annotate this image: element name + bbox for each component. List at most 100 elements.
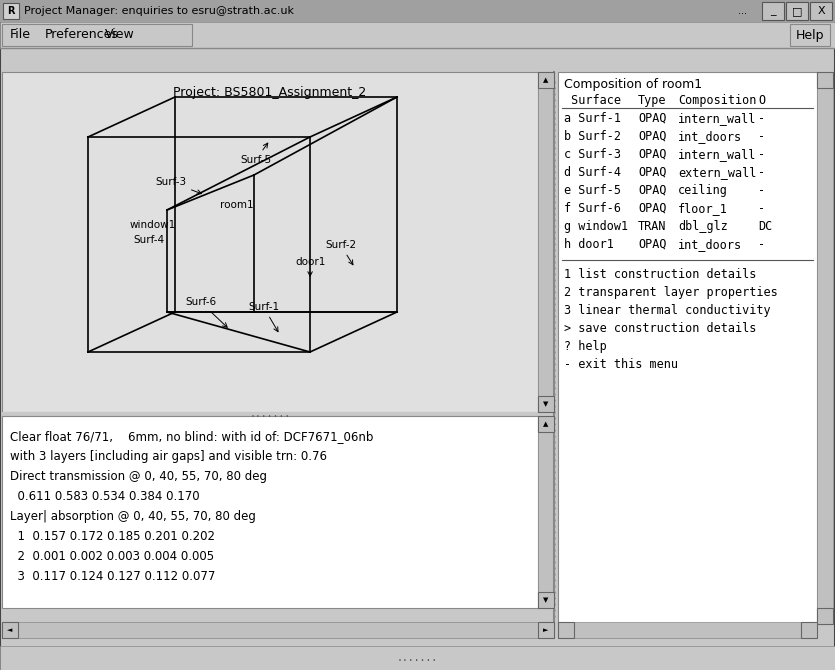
- Text: g window1: g window1: [564, 220, 628, 233]
- Text: ◄: ◄: [8, 627, 13, 633]
- Text: _: _: [770, 6, 776, 16]
- Bar: [538, 416, 554, 608]
- Text: 2  0.001 0.002 0.003 0.004 0.005: 2 0.001 0.002 0.003 0.004 0.005: [10, 550, 214, 563]
- Text: extern_wall: extern_wall: [678, 166, 757, 179]
- Bar: [786, 2, 808, 20]
- Bar: [2, 24, 192, 46]
- Text: Clear float 76/71,    6mm, no blind: with id of: DCF7671_06nb: Clear float 76/71, 6mm, no blind: with i…: [10, 430, 373, 443]
- Text: e Surf-5: e Surf-5: [564, 184, 621, 197]
- Text: intern_wall: intern_wall: [678, 112, 757, 125]
- Text: ▲: ▲: [544, 421, 549, 427]
- Text: ▲: ▲: [544, 77, 549, 83]
- Text: Project: BS5801_Assignment_2: Project: BS5801_Assignment_2: [174, 86, 367, 99]
- Text: 3 linear thermal conductivity: 3 linear thermal conductivity: [564, 304, 771, 317]
- Text: door1: door1: [295, 257, 326, 276]
- Bar: [538, 72, 554, 88]
- Text: OPAQ: OPAQ: [638, 166, 666, 179]
- Text: -: -: [758, 130, 765, 143]
- Bar: [2, 622, 554, 638]
- Text: Layer| absorption @ 0, 40, 55, 70, 80 deg: Layer| absorption @ 0, 40, 55, 70, 80 de…: [10, 510, 256, 523]
- Bar: [558, 622, 574, 638]
- Text: .......: .......: [250, 409, 291, 419]
- Text: Surf-3: Surf-3: [155, 177, 201, 194]
- Text: Surf-6: Surf-6: [185, 297, 227, 328]
- Text: floor_1: floor_1: [678, 202, 728, 215]
- Text: -: -: [758, 112, 765, 125]
- Text: int_doors: int_doors: [678, 238, 742, 251]
- Bar: [810, 2, 832, 20]
- Text: 0.611 0.583 0.534 0.384 0.170: 0.611 0.583 0.534 0.384 0.170: [10, 490, 200, 503]
- Text: -: -: [758, 148, 765, 161]
- Text: OPAQ: OPAQ: [638, 130, 666, 143]
- Text: -: -: [758, 202, 765, 215]
- Text: with 3 layers [including air gaps] and visible trn: 0.76: with 3 layers [including air gaps] and v…: [10, 450, 327, 463]
- Bar: [538, 416, 554, 432]
- Bar: [801, 622, 817, 638]
- Text: O: O: [758, 94, 765, 107]
- Text: Help: Help: [796, 29, 824, 42]
- Text: 1  0.157 0.172 0.185 0.201 0.202: 1 0.157 0.172 0.185 0.201 0.202: [10, 530, 215, 543]
- Text: ? help: ? help: [564, 340, 607, 353]
- Bar: [558, 72, 817, 624]
- Bar: [2, 622, 18, 638]
- Text: Project Manager: enquiries to esru@strath.ac.uk: Project Manager: enquiries to esru@strat…: [24, 6, 294, 16]
- Bar: [0, 0, 835, 22]
- Text: OPAQ: OPAQ: [638, 202, 666, 215]
- Text: ceiling: ceiling: [678, 184, 728, 197]
- Text: .......: .......: [397, 653, 438, 663]
- Text: Surf-4: Surf-4: [133, 235, 164, 245]
- Text: Composition: Composition: [678, 94, 757, 107]
- Bar: [817, 72, 833, 624]
- Text: Composition of room1: Composition of room1: [564, 78, 702, 91]
- Text: OPAQ: OPAQ: [638, 184, 666, 197]
- Text: room1: room1: [220, 200, 254, 210]
- Text: View: View: [105, 29, 134, 42]
- Text: ...: ...: [738, 6, 747, 16]
- Text: -: -: [758, 238, 765, 251]
- Bar: [0, 646, 835, 670]
- Bar: [538, 396, 554, 412]
- Text: - exit this menu: - exit this menu: [564, 358, 678, 371]
- Text: Direct transmission @ 0, 40, 55, 70, 80 deg: Direct transmission @ 0, 40, 55, 70, 80 …: [10, 470, 267, 483]
- Text: c Surf-3: c Surf-3: [564, 148, 621, 161]
- Text: h door1: h door1: [564, 238, 614, 251]
- Text: Type: Type: [638, 94, 666, 107]
- Text: DC: DC: [758, 220, 772, 233]
- Text: ▼: ▼: [544, 401, 549, 407]
- Bar: [2, 412, 554, 416]
- Text: > save construction details: > save construction details: [564, 322, 757, 335]
- Text: TRAN: TRAN: [638, 220, 666, 233]
- Bar: [2, 72, 538, 412]
- Text: R: R: [8, 6, 15, 16]
- Text: OPAQ: OPAQ: [638, 148, 666, 161]
- Text: □: □: [792, 6, 802, 16]
- Text: 2 transparent layer properties: 2 transparent layer properties: [564, 286, 777, 299]
- Text: OPAQ: OPAQ: [638, 112, 666, 125]
- Bar: [538, 72, 554, 412]
- Text: dbl_glz: dbl_glz: [678, 220, 728, 233]
- Bar: [538, 592, 554, 608]
- Text: int_doors: int_doors: [678, 130, 742, 143]
- Bar: [2, 416, 538, 608]
- Text: File: File: [10, 29, 31, 42]
- Bar: [0, 22, 835, 48]
- Text: a Surf-1: a Surf-1: [564, 112, 621, 125]
- Text: -: -: [758, 166, 765, 179]
- Text: X: X: [817, 6, 825, 16]
- Text: Surf-5: Surf-5: [240, 143, 271, 165]
- Text: Preferences: Preferences: [45, 29, 119, 42]
- Text: OPAQ: OPAQ: [638, 238, 666, 251]
- Text: 1 list construction details: 1 list construction details: [564, 268, 757, 281]
- Bar: [558, 622, 817, 638]
- Text: ▼: ▼: [544, 597, 549, 603]
- Text: window1: window1: [130, 220, 176, 230]
- Text: Surf-2: Surf-2: [325, 240, 356, 265]
- Text: d Surf-4: d Surf-4: [564, 166, 621, 179]
- Text: 3  0.117 0.124 0.127 0.112 0.077: 3 0.117 0.124 0.127 0.112 0.077: [10, 570, 215, 583]
- Text: b Surf-2: b Surf-2: [564, 130, 621, 143]
- Text: Surface: Surface: [564, 94, 621, 107]
- Bar: [790, 24, 830, 46]
- Text: Surf-1: Surf-1: [248, 302, 279, 332]
- Text: intern_wall: intern_wall: [678, 148, 757, 161]
- Bar: [3, 3, 19, 19]
